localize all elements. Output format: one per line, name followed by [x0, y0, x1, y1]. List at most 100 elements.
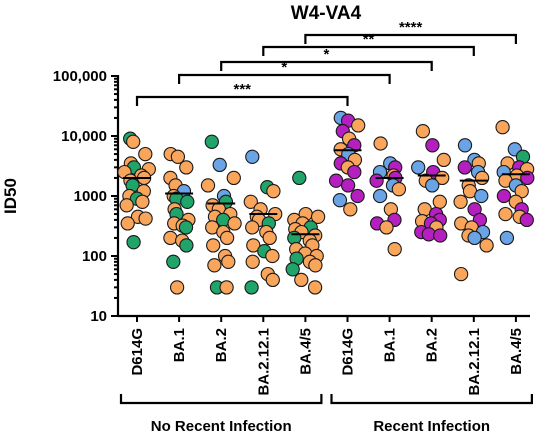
data-point: [119, 198, 134, 213]
x-tick-label: BA.2: [213, 328, 230, 362]
data-point: [307, 280, 323, 295]
data-point: [178, 220, 194, 235]
y-axis-label: ID50: [1, 178, 20, 214]
data-point: [308, 258, 323, 273]
data-point: [179, 160, 194, 175]
x-tick-label: BA.2.12.1: [466, 328, 483, 396]
data-point: [244, 280, 259, 295]
data-point: [415, 124, 431, 139]
data-point: [457, 138, 473, 153]
data-point: [265, 248, 280, 264]
data-point: [467, 230, 482, 246]
data-point: [436, 152, 451, 168]
data-point: [479, 238, 494, 253]
data-point: [285, 262, 300, 277]
significance-label: ***: [233, 81, 251, 98]
data-point: [243, 194, 258, 209]
y-tick-label: 100,000: [53, 68, 107, 85]
x-tick-label: BA.2: [424, 328, 441, 362]
group-label: Recent Infection: [373, 418, 490, 435]
group-label: No Recent Infection: [151, 418, 292, 435]
x-tick-label: BA.1: [171, 328, 188, 362]
data-point: [453, 266, 469, 282]
data-point: [332, 193, 348, 208]
data-point: [369, 173, 384, 188]
data-point: [351, 118, 366, 133]
data-point: [126, 134, 141, 149]
data-point: [343, 202, 358, 217]
data-point: [180, 194, 195, 209]
data-point: [425, 138, 440, 153]
y-tick-label: 10,000: [61, 128, 107, 145]
group-bracket: [330, 394, 533, 405]
data-point: [391, 182, 407, 197]
data-point: [207, 258, 222, 273]
significance-label: **: [363, 31, 375, 48]
data-point: [138, 146, 153, 162]
data-point: [373, 136, 388, 151]
data-point: [294, 272, 309, 288]
x-axis: D614G BA.1 BA.2 BA.2.12.1 BA.4/5 D614G BA.1 BA.…: [118, 314, 530, 396]
data-point: [350, 188, 365, 204]
group-brackets: No Recent Infection Recent Infection: [119, 394, 533, 435]
data-point: [292, 170, 307, 186]
data-point: [170, 149, 186, 164]
data-point: [433, 228, 448, 243]
data-point: [411, 160, 426, 175]
data-point: [520, 170, 535, 186]
data-point: [212, 157, 227, 173]
data-point: [474, 188, 489, 204]
data-point: [499, 230, 515, 246]
data-point: [245, 149, 260, 164]
significance-label: *: [324, 46, 330, 63]
data-point: [246, 238, 261, 253]
significance-bracket: [262, 45, 475, 56]
data-point: [169, 280, 185, 295]
data-point: [387, 242, 402, 257]
significance-label: *: [281, 59, 287, 76]
y-tick-label: 1000: [74, 188, 107, 205]
data-point: [379, 220, 394, 235]
data-point: [204, 134, 219, 149]
data-point: [200, 178, 216, 193]
data-point: [457, 160, 472, 175]
data-point: [221, 254, 236, 269]
data-point: [135, 194, 150, 209]
data-point: [226, 170, 241, 186]
y-tick-label: 100: [82, 248, 107, 265]
data-point: [372, 188, 388, 204]
data-point: [206, 238, 221, 253]
x-tick-label: D614G: [340, 328, 357, 376]
data-points: [117, 110, 535, 295]
x-tick-label: D614G: [129, 328, 146, 376]
data-point: [340, 178, 356, 193]
data-point: [227, 216, 242, 231]
data-point: [262, 230, 277, 246]
chart-title: W4-VA4: [291, 3, 362, 24]
data-point: [519, 212, 534, 228]
significance-bracket: [135, 95, 349, 106]
data-point: [219, 280, 234, 295]
data-point: [245, 254, 260, 269]
significance-bracket: [178, 73, 391, 84]
data-point: [166, 254, 181, 269]
data-point: [266, 184, 281, 199]
significance-label: ****: [399, 19, 423, 36]
data-point: [245, 220, 260, 235]
data-point: [310, 209, 326, 224]
data-point: [347, 164, 362, 180]
data-point: [179, 238, 194, 253]
x-tick-label: BA.1: [382, 328, 399, 362]
significance-brackets: ***********: [135, 19, 517, 106]
data-point: [425, 178, 440, 193]
significance-bracket: [304, 33, 517, 44]
median-lines: [123, 149, 530, 236]
y-axis: 10 100 1000 10,000 100,000: [53, 68, 120, 325]
data-point: [432, 194, 447, 209]
data-point: [126, 235, 141, 250]
data-point: [265, 272, 280, 288]
data-point: [163, 230, 178, 246]
y-tick-label: 10: [90, 308, 107, 325]
data-point: [496, 188, 512, 204]
